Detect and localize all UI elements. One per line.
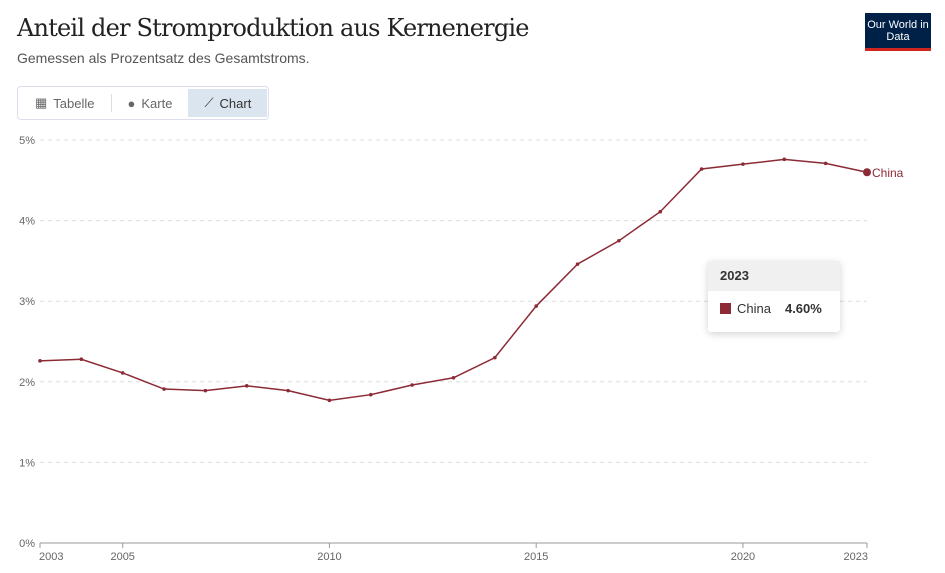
tooltip-entity: China <box>737 301 771 316</box>
data-point <box>823 161 828 166</box>
x-tick-label: 2015 <box>524 551 548 563</box>
data-point <box>79 357 84 362</box>
data-point <box>162 387 166 391</box>
y-tick-label: 0% <box>19 538 35 550</box>
x-tick-label: 2010 <box>317 551 341 563</box>
data-point <box>369 392 373 397</box>
tooltip: 2023 China 4.60% <box>708 261 840 332</box>
x-tick-label: 2023 <box>844 551 868 563</box>
chart-title: Anteil der Stromproduktion aus Kernenerg… <box>17 14 529 42</box>
data-point <box>617 238 621 243</box>
data-point <box>286 388 290 393</box>
x-tick-label: 2003 <box>39 551 63 563</box>
globe-icon: ● <box>127 95 136 111</box>
data-point <box>575 262 580 266</box>
data-point <box>741 162 745 166</box>
data-point <box>410 383 414 387</box>
chart-subtitle: Gemessen als Prozentsatz des Gesamtstrom… <box>17 50 310 66</box>
line-chart-icon: ⟋ <box>204 95 214 110</box>
y-tick-label: 1% <box>19 457 35 469</box>
table-icon: ▦ <box>35 95 48 110</box>
data-point <box>120 371 125 375</box>
data-point <box>658 209 663 214</box>
data-point <box>493 355 497 360</box>
x-tick-label: 2020 <box>731 551 755 563</box>
data-point <box>782 157 787 162</box>
x-tick-label: 2005 <box>110 551 134 563</box>
tab-chart[interactable]: ⟋ Chart <box>188 89 268 117</box>
tooltip-year: 2023 <box>708 261 840 291</box>
data-point <box>244 384 249 388</box>
tooltip-value: 4.60% <box>784 301 822 316</box>
data-point <box>38 359 42 363</box>
data-point <box>699 167 704 171</box>
data-point <box>534 304 538 308</box>
data-point <box>327 398 332 403</box>
y-tick-label: 5% <box>19 135 35 147</box>
y-tick-label: 3% <box>19 296 35 308</box>
data-point <box>451 375 456 380</box>
owid-logo[interactable]: Our World in Data <box>865 13 931 51</box>
view-tabs: ▦ Tabelle ● Karte ⟋ Chart <box>17 86 270 120</box>
tab-map[interactable]: ● Karte <box>127 95 173 111</box>
divider <box>110 94 112 112</box>
tab-table[interactable]: ▦ Tabelle <box>35 95 95 111</box>
data-point <box>203 388 208 393</box>
series-label: China <box>872 166 904 180</box>
legend-swatch <box>720 303 731 314</box>
data-point <box>863 168 871 177</box>
y-tick-label: 4% <box>19 216 35 228</box>
y-tick-label: 2% <box>19 377 35 389</box>
